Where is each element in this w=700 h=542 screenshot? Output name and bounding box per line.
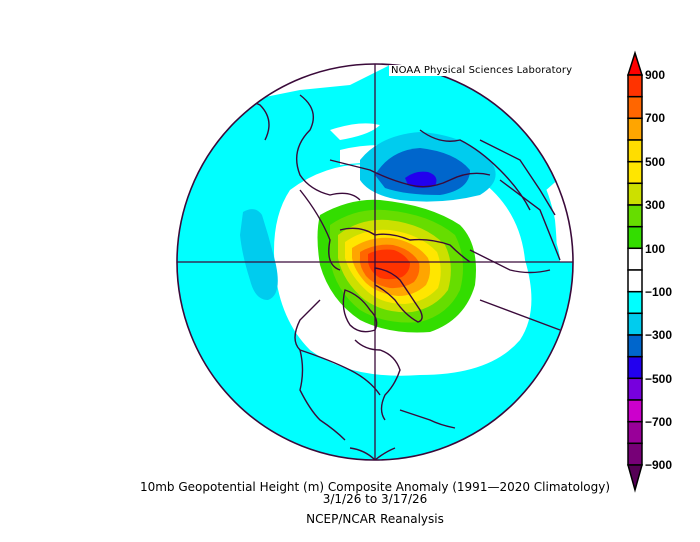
- colorbar-arrow-top: [626, 50, 644, 76]
- colorbar-tick-label: 100: [645, 242, 666, 256]
- colorbar-tick-label: 500: [645, 155, 666, 169]
- map-boundary: [176, 63, 574, 461]
- colorbar-arrow-bottom: [627, 464, 643, 493]
- colorbar-tick-label: −700: [645, 415, 673, 429]
- colorbar-tick-label: −100: [645, 285, 673, 299]
- colorbar: [626, 50, 644, 493]
- date-range: 3/1/26 to 3/17/26: [322, 492, 428, 506]
- colorbar-tick-label: 300: [645, 198, 666, 212]
- credit-label: NOAA Physical Sciences Laboratory: [389, 65, 575, 76]
- chart-title: 10mb Geopotential Height (m) Composite A…: [139, 480, 611, 494]
- data-source: NCEP/NCAR Reanalysis: [306, 512, 444, 526]
- colorbar-tick-label: −300: [645, 328, 673, 342]
- colorbar-tick-label: −500: [645, 372, 673, 386]
- colorbar-tick-label: 900: [645, 68, 666, 82]
- colorbar-tick-label: 700: [645, 111, 666, 125]
- colorbar-tick-label: −900: [645, 458, 673, 472]
